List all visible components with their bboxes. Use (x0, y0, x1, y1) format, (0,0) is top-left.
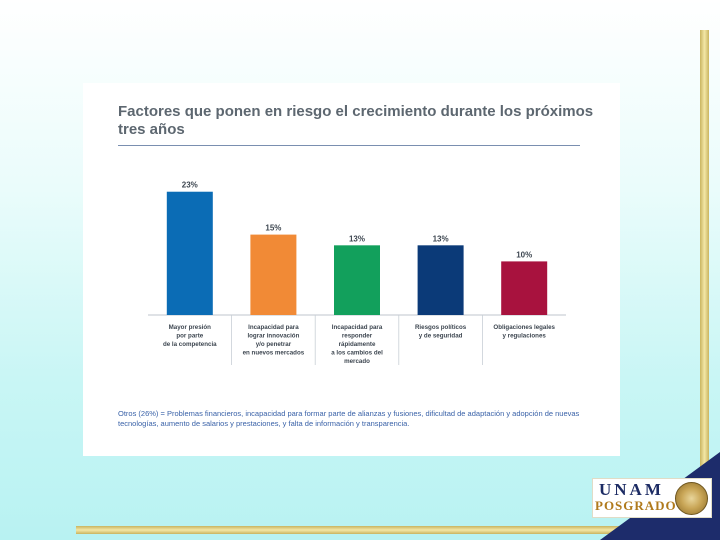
bar-5 (501, 261, 548, 315)
logo-text-unam: UNAM (599, 480, 664, 499)
category-label-2: en nuevos mercados (243, 350, 305, 357)
slide-card: Factores que ponen en riesgo el crecimie… (83, 83, 620, 456)
category-label-3: rápidamente (339, 341, 376, 348)
decorative-right-bar (700, 30, 709, 525)
value-label-1: 23% (182, 181, 198, 190)
bar-2 (250, 234, 297, 315)
category-label-3: a los cambios del (331, 350, 383, 357)
value-label-4: 13% (433, 234, 449, 243)
value-label-5: 10% (516, 250, 532, 259)
category-label-3: responder (342, 333, 373, 340)
value-label-2: 15% (265, 224, 281, 233)
category-label-1: de la competencia (163, 341, 217, 348)
footnote: Otros (26%) = Problemas financieros, inc… (118, 409, 580, 428)
category-label-5: Obligaciones legales (493, 324, 555, 331)
category-label-4: Riesgos políticos (415, 324, 467, 331)
category-label-3: Incapacidad para (332, 324, 383, 331)
category-label-3: mercado (344, 358, 370, 365)
bar-1 (166, 191, 213, 315)
logo-text-posgrado: POSGRADO (595, 498, 677, 513)
category-label-1: Mayor presión (169, 324, 212, 331)
category-label-2: Incapacidad para (248, 324, 299, 331)
seal-icon (675, 482, 708, 515)
bar-4 (417, 245, 464, 315)
title-rule (118, 145, 580, 146)
value-label-3: 13% (349, 234, 365, 243)
category-label-2: y/o penetrar (256, 341, 292, 348)
category-label-2: lograr innovación (247, 333, 299, 340)
chart-title: Factores que ponen en riesgo el crecimie… (118, 103, 594, 138)
category-label-4: y de seguridad (419, 333, 463, 340)
category-label-5: y regulaciones (503, 333, 547, 340)
bar-3 (334, 245, 380, 315)
unam-posgrado-logo: UNAM POSGRADO (592, 478, 712, 518)
decorative-bottom-bar (76, 526, 706, 534)
category-label-1: por parte (176, 333, 203, 340)
